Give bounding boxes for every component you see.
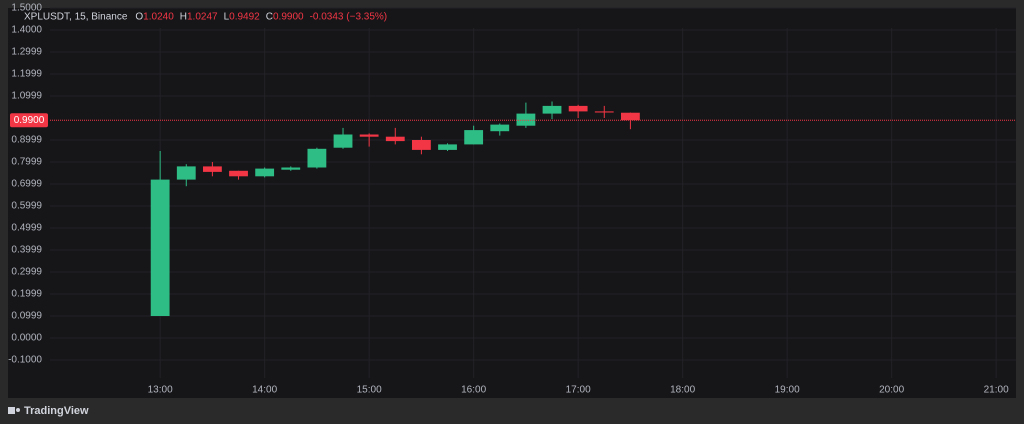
y-tick-label: 0.4999 bbox=[11, 223, 42, 234]
candle-body bbox=[333, 134, 353, 148]
candle-body bbox=[464, 130, 484, 145]
y-tick-label: 0.0999 bbox=[11, 311, 42, 322]
y-tick-label: 0.2999 bbox=[11, 267, 42, 278]
candle-body bbox=[359, 134, 379, 137]
candle-body bbox=[150, 179, 170, 317]
x-tick-label: 18:00 bbox=[670, 385, 695, 396]
labels: 1.5000 1.4000 1.2999 1.1999 1.0999 0.8999 0.79… bbox=[8, 3, 1009, 396]
x-tick-label: 19:00 bbox=[775, 385, 800, 396]
legend-value: 0.9900 bbox=[273, 12, 304, 23]
candle-body bbox=[281, 167, 301, 170]
x-tick-label: 14:00 bbox=[252, 385, 277, 396]
price-label: 0.9900 bbox=[14, 115, 45, 126]
candle-body bbox=[255, 168, 275, 177]
candle-body bbox=[438, 144, 457, 150]
y-tick-label: 1.4000 bbox=[11, 25, 42, 36]
y-tick-label: 0.1999 bbox=[11, 289, 42, 300]
chart-title: XPLUSDT, 15, Binance bbox=[24, 12, 128, 23]
candles bbox=[50, 101, 1016, 317]
candle-body bbox=[202, 166, 222, 172]
x-tick-label: 13:00 bbox=[148, 385, 173, 396]
legend-value: 1.0247 bbox=[187, 12, 218, 23]
candle-body bbox=[516, 113, 536, 126]
candle-body bbox=[568, 105, 588, 112]
candle-body bbox=[411, 140, 431, 150]
candle-body bbox=[620, 112, 640, 121]
x-tick-label: 16:00 bbox=[461, 385, 486, 396]
y-tick-label: 1.0999 bbox=[11, 91, 42, 102]
y-tick-label: 1.5000 bbox=[11, 3, 42, 14]
y-tick-label: 0.5999 bbox=[11, 201, 42, 212]
logo bbox=[8, 407, 20, 414]
y-tick-label: 0.8999 bbox=[11, 135, 42, 146]
candle-body bbox=[176, 166, 196, 180]
y-tick-label: 0.3999 bbox=[11, 245, 42, 256]
grid bbox=[50, 7, 1016, 378]
candle-body bbox=[307, 148, 327, 168]
y-tick-label: 0.0000 bbox=[11, 333, 42, 344]
legend-key: H bbox=[180, 12, 187, 23]
legend-value: 1.0240 bbox=[143, 12, 174, 23]
x-tick-label: 15:00 bbox=[357, 385, 382, 396]
legend-key: L bbox=[224, 12, 230, 23]
brand: TradingView bbox=[24, 405, 89, 417]
legend-key: C bbox=[266, 12, 273, 23]
candle-body bbox=[229, 170, 248, 177]
y-tick-label: 1.2999 bbox=[11, 47, 42, 58]
candle-body bbox=[542, 105, 562, 114]
x-tick-label: 17:00 bbox=[566, 385, 591, 396]
legend-key: O bbox=[135, 12, 143, 23]
price-label-bg bbox=[10, 113, 48, 128]
x-tick-label: 21:00 bbox=[984, 385, 1009, 396]
candle-body bbox=[594, 111, 614, 113]
y-tick-label: -0.1000 bbox=[8, 355, 42, 366]
y-tick-label: 1.1999 bbox=[11, 69, 42, 80]
plot-area bbox=[8, 8, 1016, 398]
x-tick-label: 20:00 bbox=[879, 385, 904, 396]
y-tick-label: 0.7999 bbox=[11, 157, 42, 168]
candle-body bbox=[490, 124, 510, 132]
y-tick-label: 0.6999 bbox=[11, 179, 42, 190]
legend-change: -0.0343 (−3.35%) bbox=[310, 12, 388, 23]
legend-value: 0.9492 bbox=[229, 12, 260, 23]
candle-body bbox=[385, 136, 405, 142]
